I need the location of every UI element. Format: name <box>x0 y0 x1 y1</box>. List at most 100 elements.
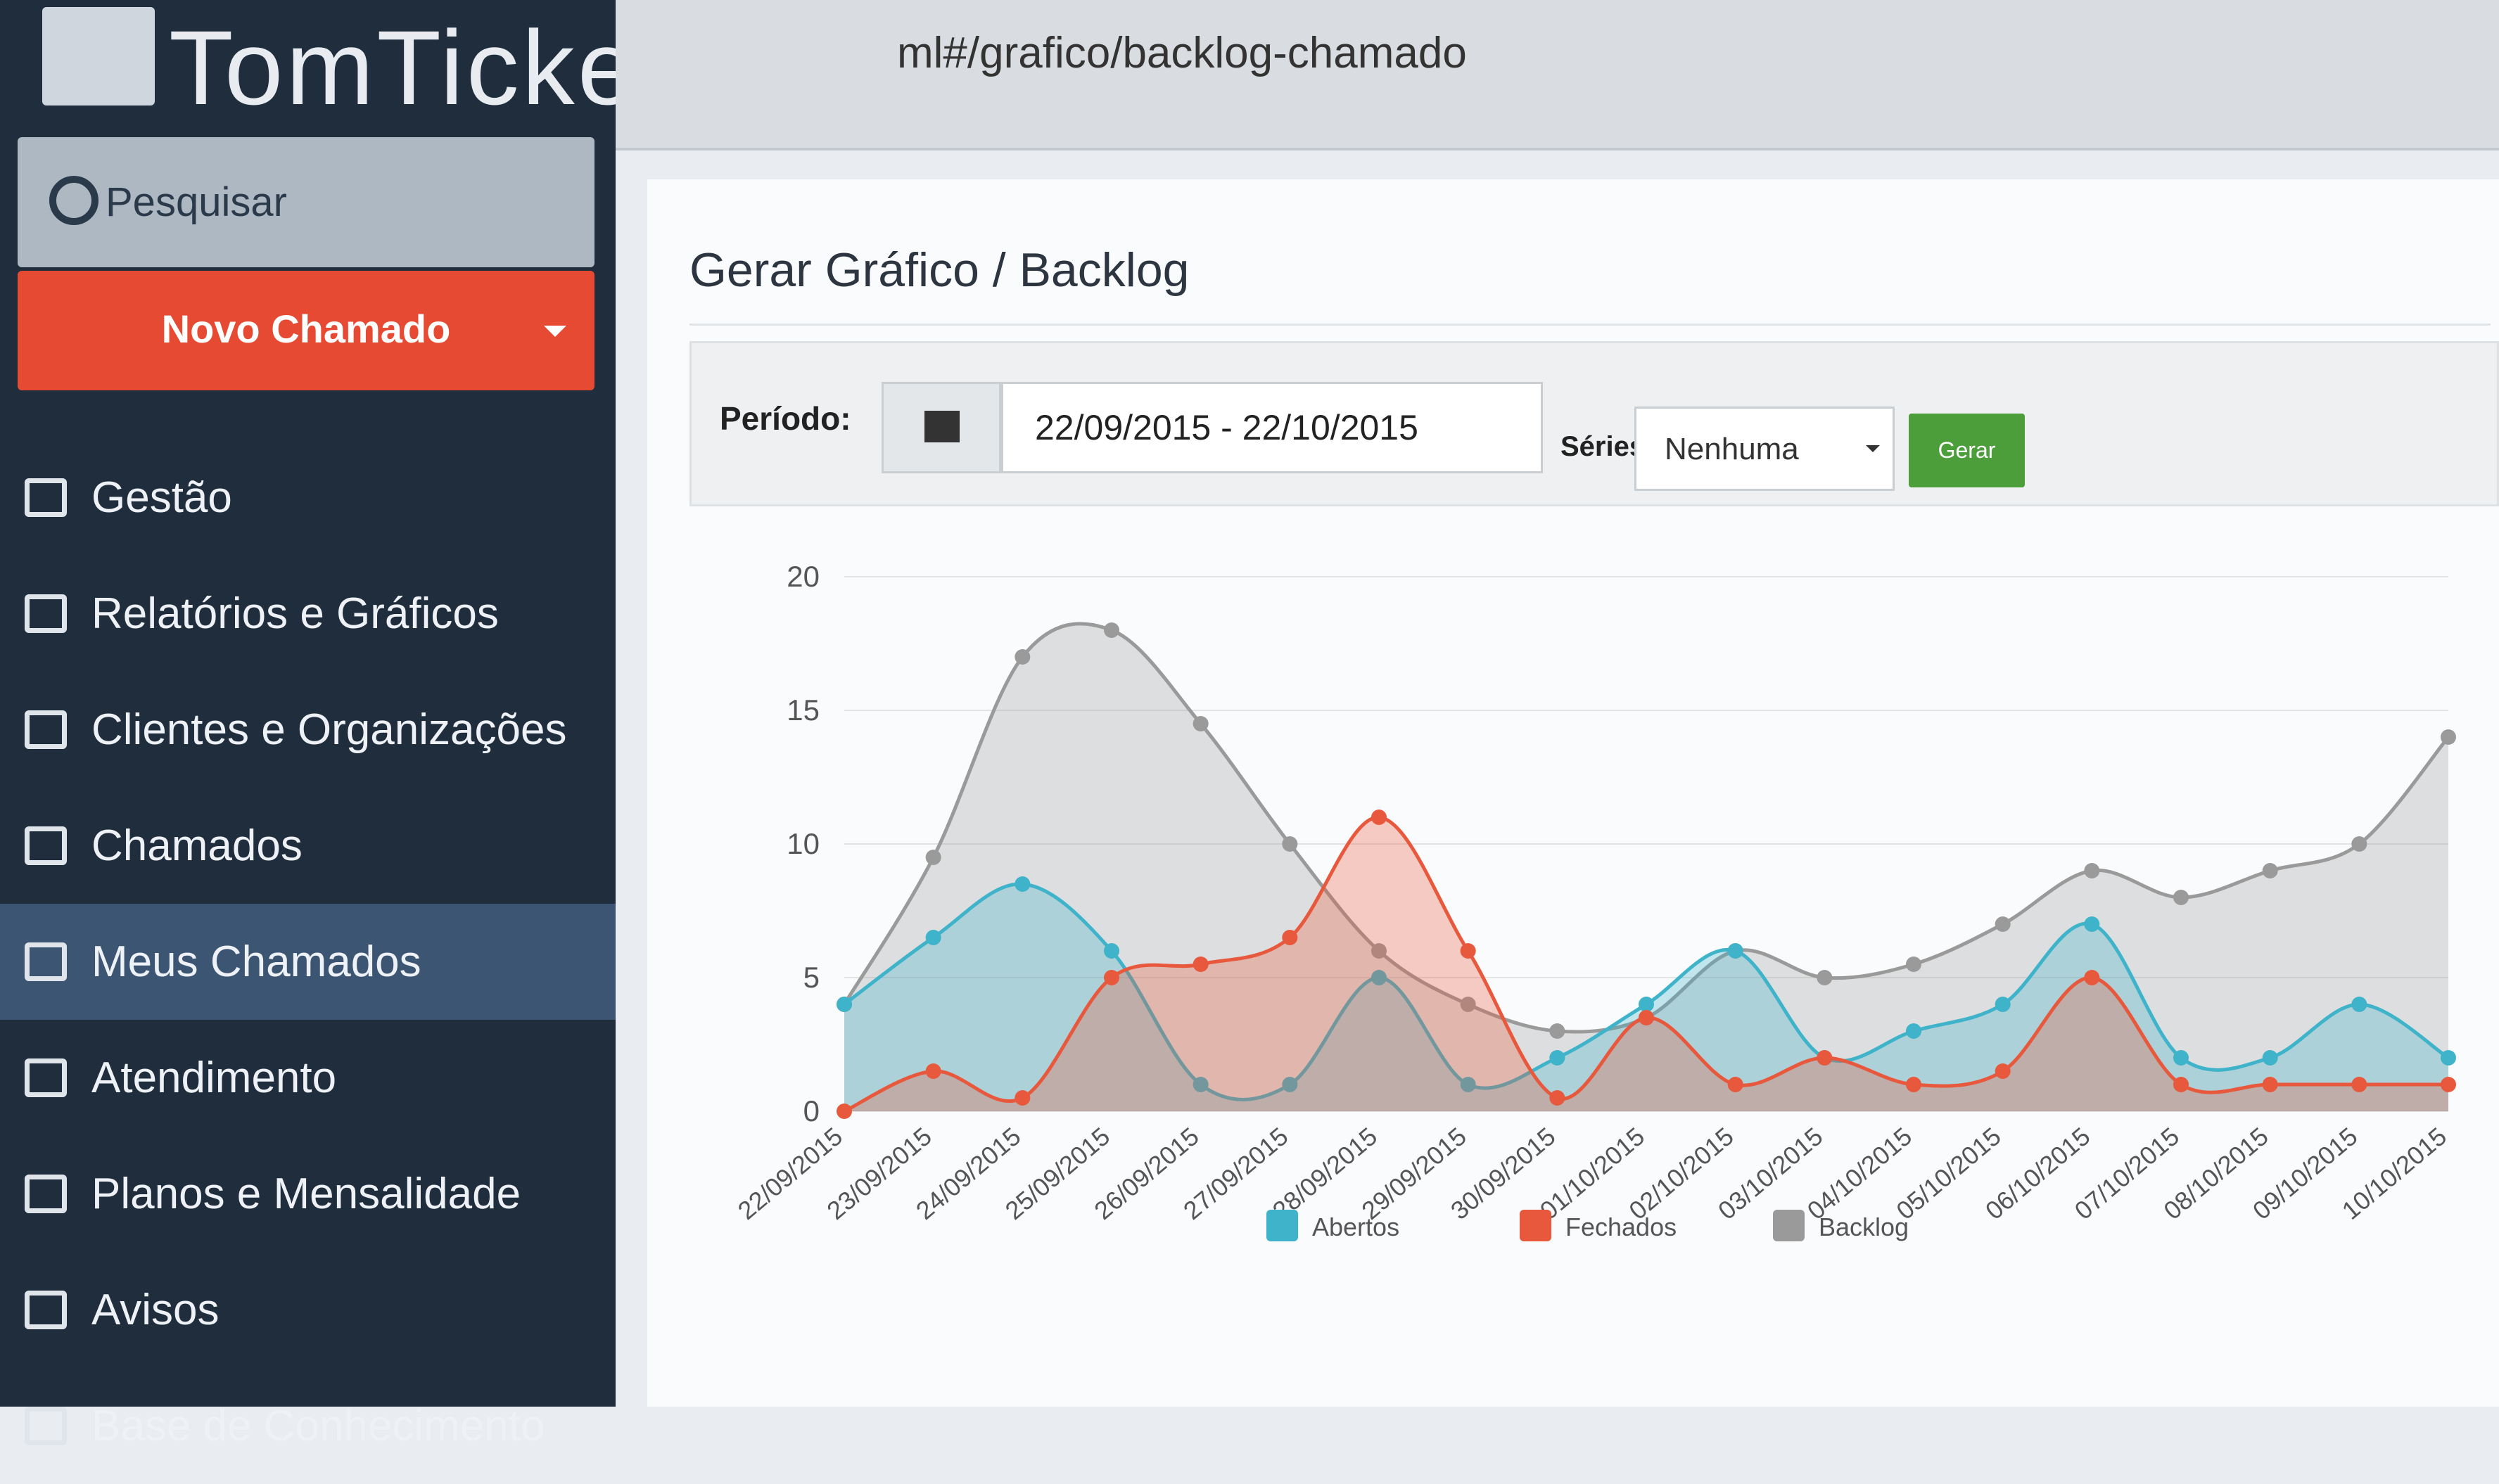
data-point <box>1104 970 1119 985</box>
data-point <box>2173 1050 2189 1066</box>
area-fill <box>844 623 2448 1111</box>
data-point <box>1727 943 1743 959</box>
new-ticket-button[interactable]: Novo Chamado <box>18 271 594 390</box>
data-point <box>2173 1077 2189 1092</box>
menu-icon <box>25 1291 67 1329</box>
data-point <box>1282 1077 1298 1092</box>
page-title: Gerar Gráfico / Backlog <box>689 243 1190 297</box>
y-tick-label: 20 <box>787 560 820 593</box>
divider <box>689 324 2491 326</box>
menu-icon <box>25 1058 67 1097</box>
menu-label: Chamados <box>91 821 303 870</box>
data-point <box>2351 1077 2367 1092</box>
data-point <box>1371 810 1387 825</box>
menu-icon <box>25 478 67 517</box>
menu-item[interactable]: Avisos <box>0 1252 616 1368</box>
data-point <box>1371 970 1387 985</box>
menu-item[interactable]: Clientes e Organizações <box>0 672 616 788</box>
data-point <box>2262 863 2278 878</box>
y-tick-label: 15 <box>787 693 820 727</box>
legend-swatch <box>1773 1210 1805 1241</box>
sidebar: TomTicket Pesquisar Novo Chamado Gestão R… <box>0 0 668 1450</box>
data-point <box>2351 997 2367 1012</box>
legend-swatch <box>1520 1210 1551 1241</box>
data-point <box>2084 863 2100 878</box>
menu-label: Relatórios e Gráficos <box>91 589 499 638</box>
menu-icon <box>25 826 67 865</box>
data-point <box>1460 1077 1476 1092</box>
area-fill <box>844 883 2448 1111</box>
url: ml#/grafico/backlog-chamado <box>897 29 1467 77</box>
menu-label: Avisos <box>91 1286 220 1334</box>
data-point <box>2262 1050 2278 1066</box>
menu-label: Gestão <box>91 473 232 522</box>
menu-item[interactable]: Gestão <box>0 440 616 556</box>
menu-icon <box>25 1175 67 1213</box>
data-point <box>1015 876 1031 892</box>
data-point <box>925 1063 941 1079</box>
menu-icon <box>25 594 67 633</box>
panel: Gerar Gráfico / Backlog Período: 22/09/2… <box>647 179 2499 1407</box>
data-point <box>1282 836 1298 852</box>
data-point <box>837 1104 852 1119</box>
menu-item[interactable]: Relatórios e Gráficos <box>0 556 616 672</box>
filter-form: Período: 22/09/2015 - 22/10/2015 Séries:… <box>689 341 2499 506</box>
data-point <box>925 930 941 945</box>
generate-button[interactable]: Gerar <box>1909 414 2025 487</box>
data-point <box>2084 970 2100 985</box>
search-icon <box>49 176 98 225</box>
search-input[interactable]: Pesquisar <box>18 137 594 267</box>
data-point <box>1549 1023 1565 1039</box>
data-point <box>1906 957 1921 972</box>
data-point <box>1995 997 2011 1012</box>
page: TomTicket - Backlog {"browser": {"url": … <box>0 0 2499 1450</box>
main: ml#/grafico/backlog-chamado Gerar Gráfic… <box>616 0 2499 1407</box>
menu-item[interactable]: Chamados <box>0 788 616 904</box>
data-point <box>1193 716 1209 731</box>
menu-icon <box>25 1407 67 1445</box>
data-point <box>1817 970 1833 985</box>
data-point <box>1727 1077 1743 1092</box>
data-point <box>2084 916 2100 932</box>
data-point <box>1104 622 1119 638</box>
legend-label: Abertos <box>1312 1213 1399 1241</box>
series-select[interactable]: Nenhuma <box>1634 407 1895 491</box>
y-tick-label: 10 <box>787 827 820 860</box>
calendar-button[interactable] <box>882 382 1001 473</box>
data-point <box>1371 943 1387 959</box>
body: TomTicket Pesquisar Novo Chamado Gestão R… <box>0 0 2499 1450</box>
legend-label: Fechados <box>1565 1213 1677 1241</box>
menu-label: Clientes e Organizações <box>91 705 567 754</box>
logo-icon <box>42 7 155 105</box>
data-point <box>1282 930 1298 945</box>
period-input[interactable]: 22/09/2015 - 22/10/2015 <box>1001 382 1543 473</box>
data-point <box>1906 1077 1921 1092</box>
data-point <box>925 850 941 865</box>
menu-item[interactable]: Planos e Mensalidade <box>0 1136 616 1252</box>
data-point <box>837 997 852 1012</box>
data-point <box>1104 943 1119 959</box>
data-point <box>1817 1050 1833 1066</box>
legend-label: Backlog <box>1819 1213 1909 1241</box>
menu-item[interactable]: Meus Chamados <box>0 904 616 1020</box>
menu-label: Meus Chamados <box>91 938 421 986</box>
legend-swatch <box>1266 1210 1298 1241</box>
menu-label: Atendimento <box>91 1054 337 1102</box>
data-point <box>2441 1050 2456 1066</box>
data-point <box>1549 1090 1565 1106</box>
data-point <box>1193 957 1209 972</box>
area-fill <box>844 817 2448 1111</box>
data-point <box>2173 890 2189 905</box>
data-point <box>2351 836 2367 852</box>
data-point <box>2441 1077 2456 1092</box>
data-point <box>1193 1077 1209 1092</box>
data-point <box>2441 729 2456 745</box>
menu-item[interactable]: Atendimento <box>0 1020 616 1136</box>
data-point <box>1015 1090 1031 1106</box>
period-label: Período: <box>720 400 851 437</box>
url-bar: ml#/grafico/backlog-chamado <box>616 0 2499 151</box>
menu-label: Planos e Mensalidade <box>91 1170 521 1218</box>
data-point <box>1995 1063 2011 1079</box>
data-point <box>1460 943 1476 959</box>
menu-icon <box>25 942 67 981</box>
